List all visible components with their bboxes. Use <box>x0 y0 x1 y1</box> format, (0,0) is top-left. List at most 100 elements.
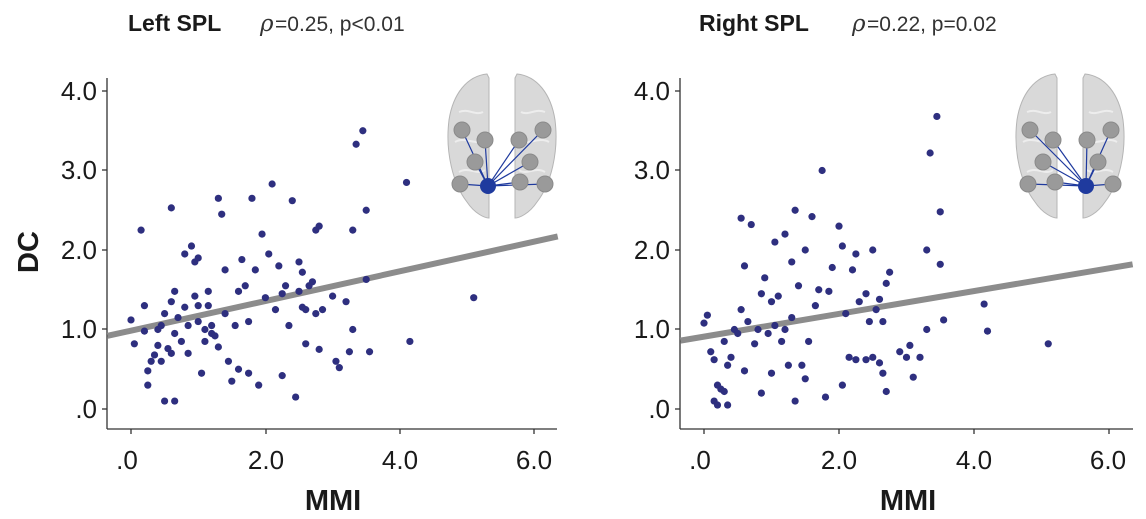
scatter-point <box>720 387 728 396</box>
scatter-point <box>268 180 276 188</box>
y-tick-label: 4.0 <box>61 76 97 106</box>
regression-line <box>106 233 559 339</box>
scatter-point <box>761 274 769 282</box>
scatter-point <box>278 290 286 298</box>
scatter-point <box>271 306 280 314</box>
scatter-point <box>791 397 799 405</box>
scatter-point <box>362 275 370 284</box>
scatter-point <box>144 367 152 375</box>
scatter-point <box>801 246 809 254</box>
scatter-point <box>757 389 765 397</box>
scatter-point <box>724 361 732 369</box>
scatter-point <box>875 359 884 367</box>
scatter-point <box>221 310 229 318</box>
scatter-point <box>869 353 877 361</box>
scatter-point <box>828 263 836 272</box>
correlation-stats: =0.25, p<0.01 <box>275 13 405 36</box>
scatter-point <box>308 278 317 286</box>
scatter-point <box>234 365 243 373</box>
scatter-point <box>197 369 206 377</box>
scatter-point <box>140 327 149 335</box>
scatter-point <box>879 369 887 377</box>
scatter-point <box>794 282 803 290</box>
scatter-point <box>781 230 789 238</box>
brain-inset-icon <box>1015 73 1125 219</box>
scatter-point <box>157 321 165 330</box>
scatter-point <box>788 313 796 322</box>
y-tick-label: 2.0 <box>61 235 97 265</box>
scatter-point <box>329 292 337 300</box>
panel-left-spl: Left SPL ρ =0.25, p<0.01 DC MMI .0 1.0 2… <box>13 10 559 517</box>
scatter-point <box>406 337 414 346</box>
scatter-point <box>147 357 155 365</box>
scatter-point <box>194 302 202 310</box>
y-axis-label: DC <box>13 231 45 273</box>
scatter-point <box>349 325 357 334</box>
scatter-point <box>767 298 776 306</box>
scatter-point <box>201 337 209 346</box>
brain-inset-icon <box>447 73 557 219</box>
scatter-point <box>882 387 890 396</box>
scatter-point <box>906 341 914 349</box>
scatter-point <box>167 298 175 306</box>
scatter-point <box>838 381 846 389</box>
scatter-point <box>713 401 722 409</box>
y-tick-label: 3.0 <box>634 155 670 185</box>
scatter-point <box>231 321 239 330</box>
scatter-point <box>167 349 175 357</box>
scatter-point <box>852 356 860 364</box>
scatter-point <box>747 220 755 229</box>
scatter-point <box>245 369 253 377</box>
scatter-point <box>177 337 185 346</box>
scatter-point <box>940 316 948 324</box>
correlation-stats: =0.22, p=0.02 <box>867 13 997 36</box>
scatter-point <box>882 279 890 287</box>
y-ticks: .0 1.0 2.0 3.0 4.0 <box>61 76 107 424</box>
scatter-point <box>154 341 162 349</box>
scatter-point <box>402 178 411 187</box>
scatter-point <box>184 321 192 330</box>
y-tick-label: 2.0 <box>634 235 670 265</box>
x-tick-label: 2.0 <box>248 445 284 475</box>
scatter-point <box>335 364 343 372</box>
scatter-point <box>298 268 306 276</box>
x-tick-label: 6.0 <box>1090 445 1126 475</box>
scatter-point <box>791 206 799 214</box>
scatter-point <box>171 287 179 295</box>
scatter-point <box>255 381 263 389</box>
scatter-point <box>744 317 752 326</box>
scatter-point <box>764 329 772 338</box>
scatter-point <box>285 321 293 330</box>
scatter-point <box>737 306 745 314</box>
scatter-point <box>872 306 880 314</box>
scatter-point <box>784 361 792 369</box>
scatter-point <box>295 287 303 295</box>
y-tick-label: .0 <box>648 394 670 424</box>
x-axis-label: MMI <box>305 485 361 517</box>
scatter-point <box>238 255 246 264</box>
scatter-point <box>171 397 179 405</box>
scatter-point <box>838 242 846 250</box>
y-tick-label: 4.0 <box>634 76 670 106</box>
scatter-point <box>292 393 300 401</box>
scatter-point <box>727 353 735 361</box>
scatter-point <box>127 316 135 324</box>
scatter-point <box>983 327 992 335</box>
scatter-point <box>703 311 711 319</box>
scatter-point <box>234 287 243 295</box>
scatter-point <box>137 226 145 234</box>
scatter-point <box>835 222 843 230</box>
scatter-point <box>710 356 718 364</box>
scatter-point <box>707 348 715 356</box>
scatter-point <box>157 357 165 365</box>
scatter-point <box>720 337 728 346</box>
y-tick-label: .0 <box>75 394 97 424</box>
scatter-point <box>751 340 759 348</box>
scatter-point <box>902 353 911 361</box>
scatter-point <box>150 351 159 359</box>
data-points <box>127 127 478 405</box>
scatter-point <box>315 345 323 353</box>
scatter-point <box>228 377 236 385</box>
x-axis-label: MMI <box>880 485 936 517</box>
